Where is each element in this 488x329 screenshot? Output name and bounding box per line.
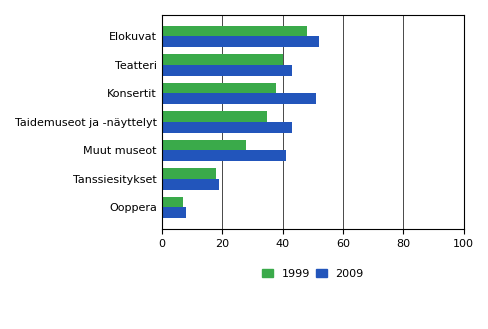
Bar [162,83,276,93]
Bar [162,65,291,76]
Bar [162,150,285,161]
Bar [162,26,306,37]
Bar [162,208,185,218]
Bar [162,139,246,150]
Bar [162,179,219,190]
Bar [162,37,318,47]
Bar [162,54,282,65]
Bar [162,197,183,208]
Bar [162,93,315,104]
Bar [162,111,267,122]
Bar [162,122,291,133]
Bar [162,168,216,179]
Legend: 1999, 2009: 1999, 2009 [257,264,367,283]
